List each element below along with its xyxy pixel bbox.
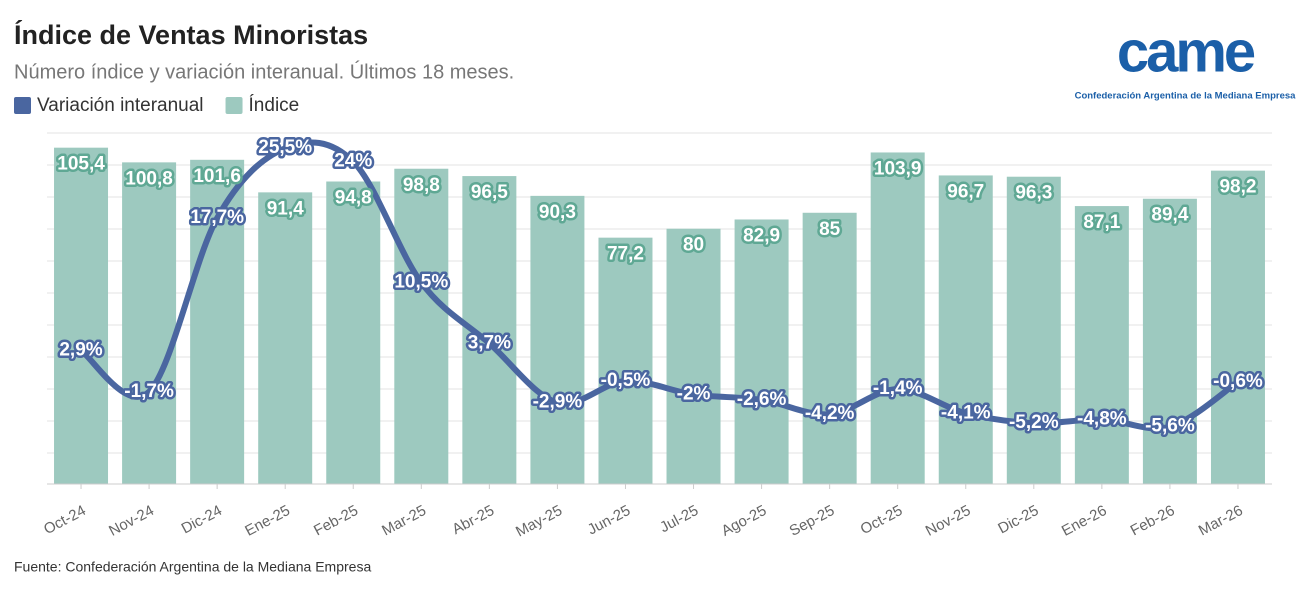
line-value-label: 2,9% xyxy=(59,340,102,361)
bar xyxy=(54,147,109,485)
line-value-label: 24% xyxy=(334,151,372,172)
line xyxy=(79,139,1240,432)
line-value-label: -1,4% xyxy=(873,378,923,399)
bar-value-label: 80 xyxy=(683,235,704,256)
bar xyxy=(1210,170,1265,485)
bar-value-label: 94,8 xyxy=(335,188,372,209)
x-tick-label: Sep-25 xyxy=(787,502,838,540)
bar xyxy=(394,168,449,485)
line-value-label: -2,6% xyxy=(737,389,787,410)
bar-value-label: 105,4 xyxy=(57,154,105,175)
x-tick-label: Nov-24 xyxy=(106,502,157,540)
line-value-label: -0,5% xyxy=(601,370,651,391)
x-tick-label: Dic-25 xyxy=(995,502,1041,537)
line-value-label: -4,1% xyxy=(941,402,991,423)
bar xyxy=(938,175,993,484)
line-value-label: -5,2% xyxy=(1009,412,1059,433)
bar-value-label: 90,3 xyxy=(539,202,576,223)
logo: came Confederación Argentina de la Media… xyxy=(1075,19,1297,101)
line-value-label: -5,6% xyxy=(1145,416,1195,437)
x-tick-label: May-25 xyxy=(513,502,565,540)
x-tick-label: Jun-25 xyxy=(585,502,633,539)
x-tick-label: Ago-25 xyxy=(719,502,770,540)
line-value-label: -2% xyxy=(677,383,711,404)
chart-title: Índice de Ventas Minoristas xyxy=(14,19,368,50)
line-value-label: 10,5% xyxy=(394,272,448,293)
x-tick-label: Oct-25 xyxy=(858,502,906,538)
x-tick-label: Oct-24 xyxy=(41,502,89,538)
legend-swatch xyxy=(225,97,243,114)
bar xyxy=(802,212,857,485)
x-tick-label: Mar-25 xyxy=(379,502,429,539)
bar xyxy=(1074,206,1129,484)
bar xyxy=(598,237,653,484)
bar xyxy=(326,181,381,484)
x-tick-label: Feb-25 xyxy=(311,502,361,539)
bar xyxy=(122,162,177,484)
line-layer xyxy=(79,139,1240,432)
line-value-label: -1,7% xyxy=(124,381,174,402)
x-tick-label: Jul-25 xyxy=(657,502,701,536)
bar xyxy=(530,195,585,485)
legend-label: Variación interanual xyxy=(37,95,204,116)
chart-subtitle: Número índice y variación interanual. Úl… xyxy=(14,60,514,83)
x-tick-label: Ene-25 xyxy=(242,502,293,540)
x-tick-label: Ene-26 xyxy=(1059,502,1110,540)
line-value-label: 25,5% xyxy=(258,137,312,158)
bar-value-label: 96,5 xyxy=(471,182,508,203)
line-value-label: -0,6% xyxy=(1213,371,1263,392)
line-value-label: -4,8% xyxy=(1077,409,1127,430)
bar-value-label: 91,4 xyxy=(267,198,304,219)
line-value-label: 3,7% xyxy=(468,332,511,353)
x-tick-label: Abr-25 xyxy=(449,502,497,538)
bar xyxy=(666,228,721,484)
bar xyxy=(258,192,313,485)
bar-value-label: 85 xyxy=(819,219,841,240)
bar-value-label: 100,8 xyxy=(125,168,173,189)
bar xyxy=(870,152,925,484)
labels: 2,9% -1,7% 17,7% 25,5% 24% 10,5% 3,7% -2,9% -0,5… xyxy=(55,135,1266,439)
logo-mark: came xyxy=(1117,19,1255,84)
legend-label: Índice xyxy=(249,95,300,116)
bar-value-label: 101,6 xyxy=(193,166,241,187)
bar-value-label: 103,9 xyxy=(874,158,922,179)
bar-value-label: 87,1 xyxy=(1083,212,1120,233)
line-value-label: 17,7% xyxy=(190,207,244,228)
bar-value-label: 98,2 xyxy=(1219,177,1256,198)
line-value-label: -4,2% xyxy=(805,403,855,424)
logo-caption: Confederación Argentina de la Mediana Em… xyxy=(1075,91,1297,102)
x-tick-label: Nov-25 xyxy=(923,502,974,540)
x-tick-label: Dic-24 xyxy=(179,502,225,537)
bar-value-label: 98,8 xyxy=(403,175,440,196)
bar xyxy=(734,219,789,484)
line-value-label: -2,9% xyxy=(533,392,583,413)
x-tick-label: Mar-26 xyxy=(1196,502,1246,539)
bar xyxy=(1006,176,1061,484)
legend: Variación interanual Índice xyxy=(14,95,299,116)
bar-value-label: 96,7 xyxy=(947,181,984,202)
legend-swatch xyxy=(14,97,31,114)
bar-value-label: 96,3 xyxy=(1015,183,1052,204)
bar xyxy=(1142,198,1197,484)
bar-value-label: 89,4 xyxy=(1151,205,1188,226)
source: Fuente: Confederación Argentina de la Me… xyxy=(14,559,371,575)
bar-value-label: 82,9 xyxy=(743,225,780,246)
x-tick-label: Feb-26 xyxy=(1128,502,1178,539)
bar-value-label: 77,2 xyxy=(607,244,644,265)
